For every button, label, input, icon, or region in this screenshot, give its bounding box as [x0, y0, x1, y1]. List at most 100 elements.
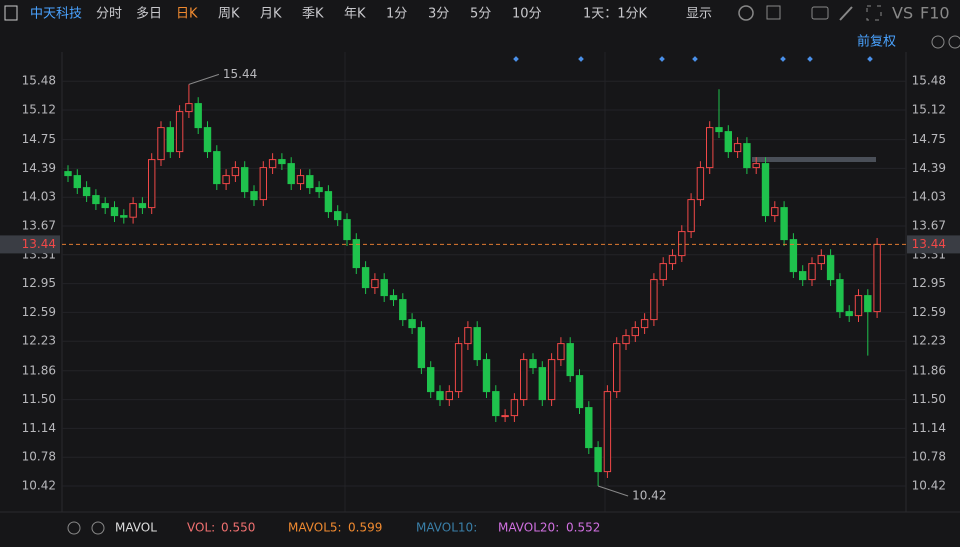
candle-body — [873, 243, 881, 313]
period-tab[interactable]: 3分 — [428, 7, 449, 22]
settings-icon[interactable] — [67, 521, 81, 535]
period-tab[interactable]: 周K — [218, 7, 240, 22]
close-icon[interactable] — [948, 35, 960, 49]
close-icon[interactable] — [91, 521, 105, 535]
candle-body — [864, 295, 872, 313]
candle-body — [343, 219, 351, 241]
candle-body — [194, 103, 202, 129]
minus-icon[interactable] — [931, 35, 945, 49]
period-tab[interactable]: 多日 — [136, 6, 162, 22]
candle-body — [101, 203, 109, 209]
candle-body — [454, 343, 463, 393]
y-tick-label: 12.23 — [22, 334, 56, 348]
candle-body — [445, 391, 454, 401]
y-tick-label-right: 15.48 — [912, 74, 946, 88]
candle-body — [222, 175, 230, 185]
candle-body — [520, 359, 528, 401]
candle-body — [371, 279, 379, 289]
candle-body — [120, 215, 128, 218]
adjust-select[interactable]: 前复权 — [857, 34, 896, 50]
candle-body — [538, 367, 546, 401]
y-tick-label-right: 11.14 — [912, 421, 946, 435]
stock-name[interactable]: 中天科技 — [30, 7, 82, 22]
annotation: 10.42 — [632, 489, 666, 503]
candle-body — [817, 255, 825, 265]
candle-body — [157, 127, 165, 161]
candle-body — [92, 195, 100, 205]
candle-body — [529, 359, 537, 369]
candle-body — [399, 299, 407, 321]
y-tick-label: 13.67 — [22, 219, 56, 233]
display-button[interactable]: 显示 — [686, 7, 712, 22]
candle-body — [799, 271, 807, 281]
candle-body — [389, 295, 398, 301]
candle-body — [743, 143, 751, 169]
y-tick-label-right: 10.42 — [912, 479, 946, 493]
last-price-box — [0, 235, 60, 254]
candle-body — [585, 407, 593, 449]
period-tab[interactable]: 日K — [176, 7, 198, 22]
y-tick-label-right: 11.50 — [912, 392, 946, 406]
candle-body — [640, 319, 649, 329]
candle-body — [166, 127, 175, 153]
y-tick-label: 14.03 — [22, 190, 56, 204]
candle-body — [836, 279, 844, 313]
period-tab[interactable]: 10分 — [512, 7, 542, 22]
ma10-label: MAVOL10: — [416, 521, 477, 535]
candle-body — [82, 187, 91, 197]
candle-body — [659, 263, 667, 281]
settings-icon[interactable] — [738, 5, 754, 21]
period-tab[interactable]: 分时 — [96, 7, 122, 22]
y-tick-label: 12.59 — [22, 305, 56, 319]
candle-body — [64, 171, 72, 177]
candle-body — [780, 207, 788, 241]
panel-icon[interactable] — [4, 5, 18, 21]
candle-body — [306, 175, 314, 189]
y-tick-label: 15.12 — [22, 103, 56, 117]
annotation-leader — [597, 485, 629, 497]
candle-body — [668, 255, 677, 265]
y-tick-label-right: 12.95 — [912, 276, 946, 290]
y-tick-label-right: 14.75 — [912, 132, 946, 146]
indicator-select[interactable]: MAVOL — [115, 521, 157, 535]
vol-value: 0.550 — [221, 521, 255, 535]
candle-body — [566, 343, 574, 377]
f10-button[interactable]: F10 — [920, 4, 950, 23]
candle-body — [482, 359, 491, 393]
fullscreen-icon[interactable] — [866, 5, 882, 21]
period-tab[interactable]: 季K — [302, 7, 324, 22]
camera-icon[interactable] — [811, 6, 829, 20]
candle-body — [241, 167, 249, 193]
candle-body — [492, 391, 500, 417]
candle-body — [547, 359, 556, 401]
checkbox-icon[interactable] — [766, 5, 781, 20]
candle-body — [278, 159, 286, 165]
candle-body — [231, 167, 240, 177]
pen-icon[interactable] — [839, 6, 853, 21]
period-tab[interactable]: 5分 — [470, 7, 491, 22]
candle-body — [175, 111, 184, 153]
candle-body — [826, 255, 835, 281]
candle-body — [557, 343, 565, 361]
vol-label: VOL: — [187, 521, 215, 535]
y-tick-label: 11.14 — [22, 421, 56, 435]
candle-body — [575, 375, 584, 409]
candle-body — [613, 343, 621, 393]
period-tab[interactable]: 1分 — [386, 7, 407, 22]
candle-body — [296, 175, 305, 185]
candle-body — [845, 311, 853, 317]
candle-body — [706, 127, 714, 169]
candle-body — [380, 279, 388, 297]
range-select[interactable]: 1天：1分K — [583, 7, 648, 22]
candle-body — [687, 199, 695, 233]
ma20-label: MAVOL20: — [498, 521, 559, 535]
period-tab[interactable]: 年K — [344, 7, 366, 22]
y-tick-label: 14.39 — [22, 161, 56, 175]
candle-body — [203, 127, 212, 153]
candle-body — [771, 207, 779, 217]
vs-button[interactable]: VS — [892, 4, 913, 23]
period-tab[interactable]: 月K — [260, 7, 282, 22]
candle-body — [789, 239, 798, 273]
